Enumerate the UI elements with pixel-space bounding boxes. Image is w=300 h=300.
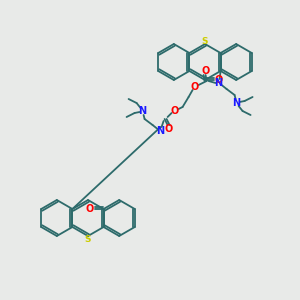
- Text: N: N: [157, 126, 165, 136]
- Text: O: O: [170, 106, 179, 116]
- Text: N: N: [232, 98, 241, 108]
- Text: O: O: [215, 75, 223, 85]
- Text: O: O: [164, 124, 173, 134]
- Text: O: O: [202, 66, 210, 76]
- Text: N: N: [139, 106, 147, 116]
- Text: O: O: [85, 204, 94, 214]
- Text: N: N: [214, 78, 223, 88]
- Text: O: O: [190, 82, 199, 92]
- Text: S: S: [85, 235, 91, 244]
- Text: S: S: [202, 37, 208, 46]
